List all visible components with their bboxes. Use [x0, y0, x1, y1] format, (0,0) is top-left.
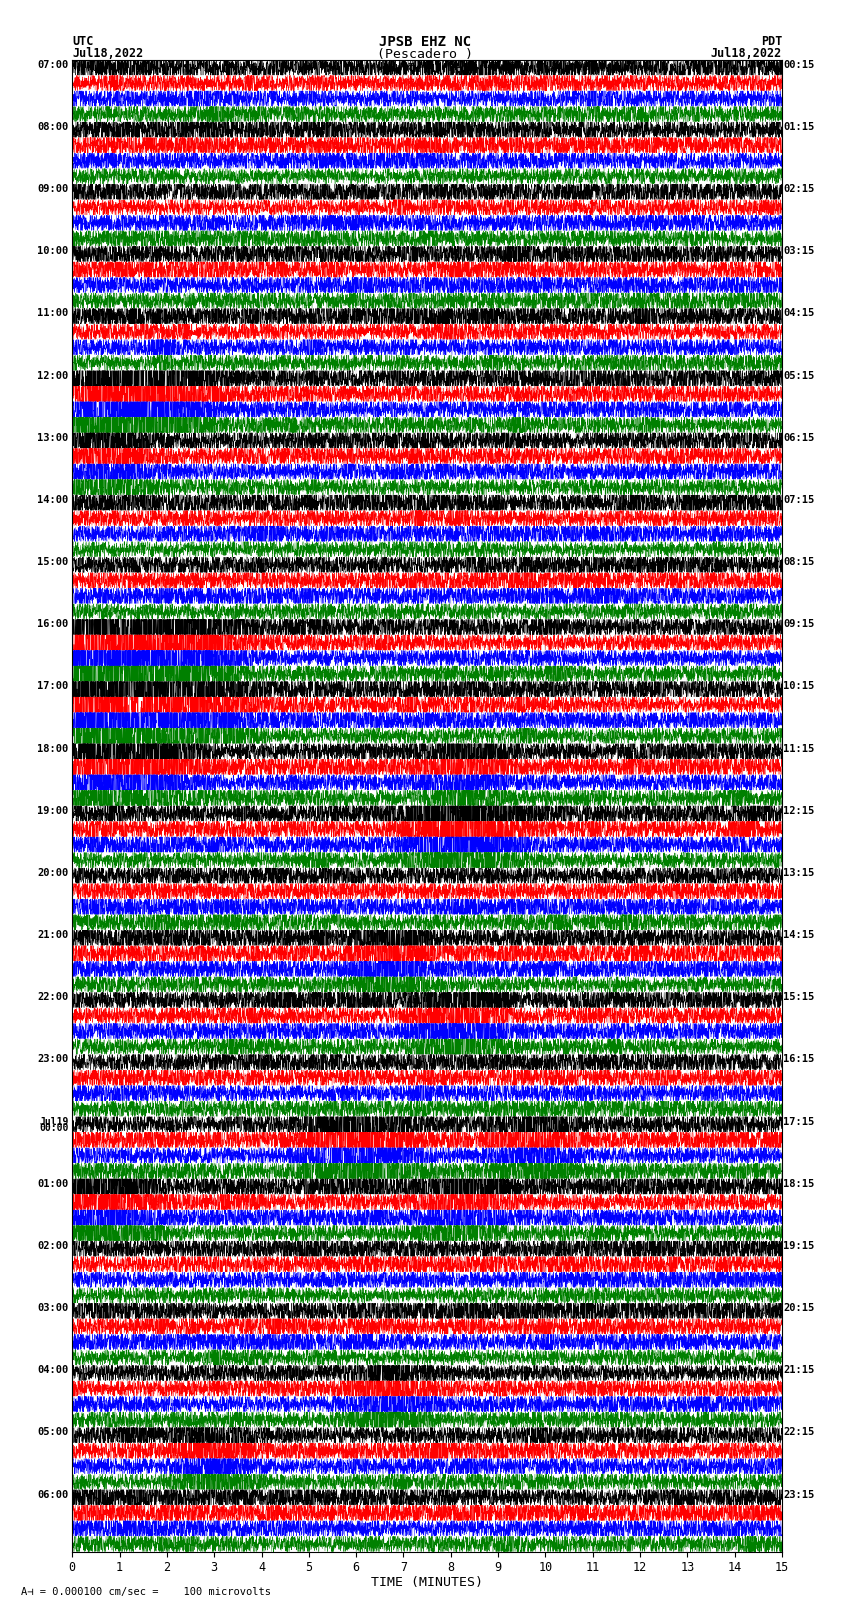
Text: 06:00: 06:00: [37, 1489, 69, 1500]
Text: A⊣ = 0.000100 cm/sec =    100 microvolts: A⊣ = 0.000100 cm/sec = 100 microvolts: [21, 1587, 271, 1597]
Text: UTC: UTC: [72, 35, 94, 48]
Text: 02:00: 02:00: [37, 1240, 69, 1250]
Text: 09:00: 09:00: [37, 184, 69, 194]
Text: 13:00: 13:00: [37, 432, 69, 442]
Text: Jul18,2022: Jul18,2022: [72, 47, 144, 60]
Text: JPSB EHZ NC: JPSB EHZ NC: [379, 35, 471, 50]
Text: 23:15: 23:15: [784, 1489, 814, 1500]
Text: 09:15: 09:15: [784, 619, 814, 629]
Text: 05:00: 05:00: [37, 1428, 69, 1437]
Text: Jul18,2022: Jul18,2022: [711, 47, 782, 60]
Text: 10:00: 10:00: [37, 247, 69, 256]
Text: 22:00: 22:00: [37, 992, 69, 1002]
Text: 17:15: 17:15: [784, 1116, 814, 1126]
Text: 06:15: 06:15: [784, 432, 814, 442]
Text: 04:15: 04:15: [784, 308, 814, 318]
Text: 20:00: 20:00: [37, 868, 69, 877]
Text: 21:00: 21:00: [37, 931, 69, 940]
Text: 18:15: 18:15: [784, 1179, 814, 1189]
Text: 07:15: 07:15: [784, 495, 814, 505]
Text: 18:00: 18:00: [37, 744, 69, 753]
Text: 08:00: 08:00: [37, 123, 69, 132]
Text: ⊣: ⊣: [387, 60, 395, 74]
Text: 16:15: 16:15: [784, 1055, 814, 1065]
Text: 11:00: 11:00: [37, 308, 69, 318]
Text: 03:00: 03:00: [37, 1303, 69, 1313]
Text: 00:15: 00:15: [784, 60, 814, 69]
Text: 12:15: 12:15: [784, 806, 814, 816]
Text: 11:15: 11:15: [784, 744, 814, 753]
Text: 19:00: 19:00: [37, 806, 69, 816]
Text: 15:00: 15:00: [37, 556, 69, 568]
Text: 16:00: 16:00: [37, 619, 69, 629]
Text: 12:00: 12:00: [37, 371, 69, 381]
Text: 21:15: 21:15: [784, 1365, 814, 1376]
Text: 01:00: 01:00: [37, 1179, 69, 1189]
Text: PDT: PDT: [761, 35, 782, 48]
Text: 10:15: 10:15: [784, 681, 814, 692]
Text: 23:00: 23:00: [37, 1055, 69, 1065]
Text: 22:15: 22:15: [784, 1428, 814, 1437]
Text: 08:15: 08:15: [784, 556, 814, 568]
Text: 02:15: 02:15: [784, 184, 814, 194]
X-axis label: TIME (MINUTES): TIME (MINUTES): [371, 1576, 483, 1589]
Text: 19:15: 19:15: [784, 1240, 814, 1250]
Text: 13:15: 13:15: [784, 868, 814, 877]
Text: 15:15: 15:15: [784, 992, 814, 1002]
Text: 14:00: 14:00: [37, 495, 69, 505]
Text: 05:15: 05:15: [784, 371, 814, 381]
Text: 17:00: 17:00: [37, 681, 69, 692]
Text: 04:00: 04:00: [37, 1365, 69, 1376]
Text: 00:00: 00:00: [39, 1123, 69, 1132]
Text: 03:15: 03:15: [784, 247, 814, 256]
Text: 01:15: 01:15: [784, 123, 814, 132]
Text: 07:00: 07:00: [37, 60, 69, 69]
Text: 14:15: 14:15: [784, 931, 814, 940]
Text: Jul19: Jul19: [39, 1116, 69, 1126]
Text: 20:15: 20:15: [784, 1303, 814, 1313]
Text: (Pescadero ): (Pescadero ): [377, 48, 473, 61]
Text: = 0.000100 cm/sec: = 0.000100 cm/sec: [408, 60, 523, 69]
